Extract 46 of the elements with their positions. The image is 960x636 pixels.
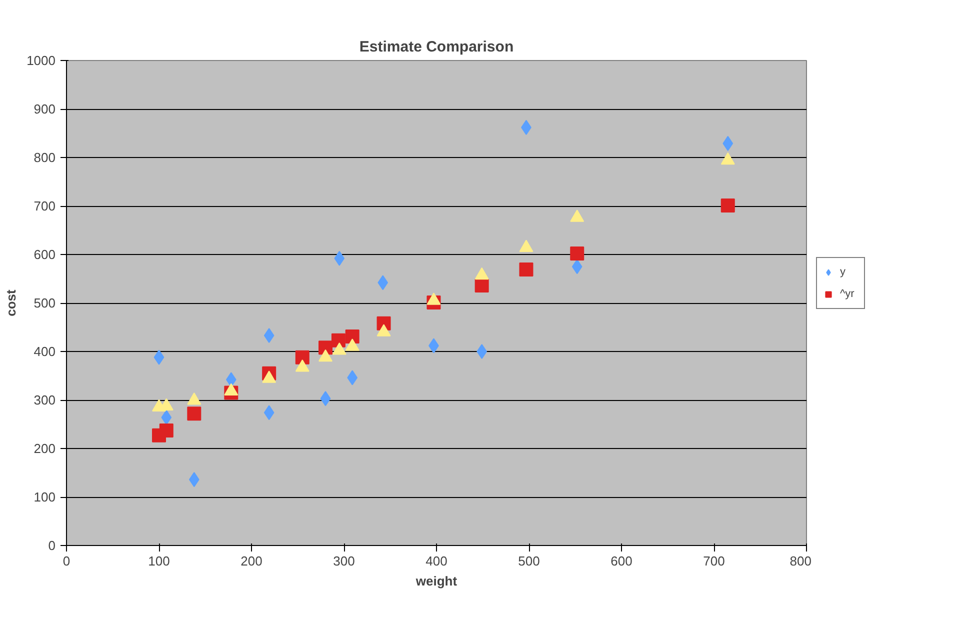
y-tick-label: 500	[34, 296, 56, 310]
point	[159, 424, 174, 438]
y-tick-label: 400	[34, 344, 56, 359]
y-tick-label: 200	[34, 441, 56, 456]
x-tick-label: 300	[333, 554, 355, 568]
point	[264, 328, 274, 343]
point	[334, 250, 345, 266]
point	[345, 329, 360, 344]
y-tick-label: 800	[34, 150, 56, 165]
y-tick-label: 0	[48, 538, 56, 553]
point	[720, 198, 735, 213]
y-axis-title: cost	[4, 288, 19, 316]
x-tick-label: 400	[426, 554, 448, 568]
point	[572, 259, 582, 274]
point	[188, 472, 200, 488]
x-axis-title: weight	[414, 574, 458, 588]
point	[519, 262, 534, 277]
point	[264, 405, 274, 420]
point	[295, 350, 310, 364]
x-tick-label: 500	[518, 554, 540, 568]
legend-label: ^yr	[840, 288, 856, 300]
legend-label: y	[840, 266, 846, 278]
y-tick-label: 900	[34, 102, 56, 116]
y-tick-label: 700	[34, 198, 56, 214]
point	[187, 406, 202, 421]
point	[226, 372, 236, 388]
point	[331, 333, 346, 348]
y-tick-label: 300	[34, 392, 56, 408]
point	[320, 391, 331, 406]
point	[474, 278, 489, 293]
point	[722, 136, 734, 151]
point	[154, 350, 164, 365]
x-tick-label: 600	[610, 554, 632, 568]
point	[161, 410, 172, 425]
y-tick-label: 1000	[26, 53, 56, 68]
point	[476, 344, 487, 359]
x-tick-label: 700	[703, 554, 725, 568]
y-tick-label: 100	[34, 490, 56, 504]
chart-title: Estimate Comparison	[359, 38, 514, 56]
x-tick-label: 100	[148, 554, 170, 568]
x-tick-label: 0	[62, 554, 70, 568]
x-tick-label: 200	[240, 554, 262, 568]
point	[378, 275, 388, 290]
point	[570, 246, 584, 261]
x-tick-label: 800	[790, 554, 812, 568]
y-tick-label: 600	[34, 247, 56, 262]
